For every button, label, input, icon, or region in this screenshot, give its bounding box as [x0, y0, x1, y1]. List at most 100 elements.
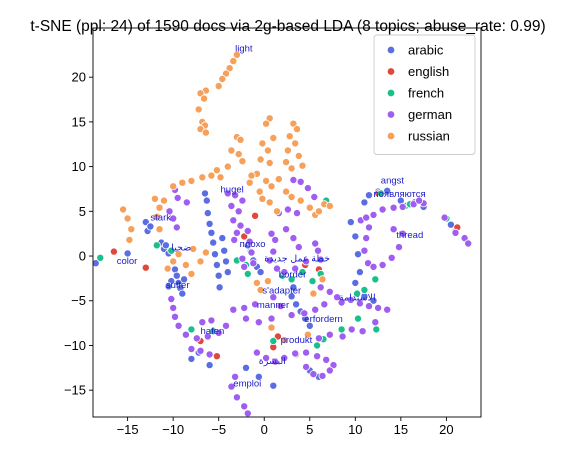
data-point-russian — [227, 146, 236, 155]
annotation-label: خطة عمل جديدة — [264, 253, 330, 264]
data-point-russian — [303, 330, 312, 339]
data-point-german — [241, 314, 250, 323]
data-point-german — [460, 234, 469, 243]
data-point-russian — [189, 244, 198, 253]
data-point-german — [214, 328, 223, 337]
data-point-russian — [262, 119, 271, 128]
data-point-russian — [169, 257, 178, 266]
data-point-german — [325, 330, 334, 339]
data-point-russian — [283, 146, 292, 155]
data-point-french — [353, 314, 362, 323]
data-point-german — [207, 316, 216, 325]
y-tick-label: 15 — [72, 114, 86, 129]
data-point-german — [165, 207, 174, 216]
data-point-russian — [218, 75, 227, 84]
data-point-russian — [187, 269, 196, 278]
data-point-german — [362, 213, 371, 222]
data-point-russian — [123, 214, 132, 223]
data-point-german — [316, 283, 325, 292]
data-point-arabic — [287, 292, 296, 301]
data-point-arabic — [218, 234, 227, 243]
data-point-german — [364, 259, 373, 268]
data-point-russian — [225, 64, 234, 73]
data-point-arabic — [172, 271, 181, 280]
data-point-russian — [262, 176, 271, 185]
data-point-russian — [263, 277, 272, 286]
x-tick-label: −5 — [211, 422, 226, 437]
data-point-german — [313, 246, 322, 255]
data-point-russian — [214, 82, 223, 91]
data-point-german — [314, 334, 323, 343]
data-point-russian — [181, 260, 190, 269]
y-tick-label: 10 — [72, 159, 86, 174]
data-point-german — [310, 192, 319, 201]
data-point-german — [173, 193, 182, 202]
data-point-french — [96, 253, 105, 262]
data-point-german — [464, 239, 473, 248]
data-point-german — [409, 200, 418, 209]
data-point-french — [298, 268, 307, 277]
data-point-russian — [267, 182, 276, 191]
data-point-russian — [174, 250, 183, 259]
annotation-label: emploi — [233, 379, 261, 390]
data-point-german — [231, 191, 240, 200]
data-point-french — [360, 285, 369, 294]
annotation-label: البشرة — [259, 356, 286, 367]
x-tick-label: 20 — [439, 422, 453, 437]
data-point-arabic — [346, 218, 355, 227]
data-point-german — [223, 189, 232, 198]
data-point-russian — [127, 225, 136, 234]
data-point-arabic — [202, 196, 211, 205]
data-point-german — [172, 223, 181, 232]
series-german — [165, 175, 473, 418]
data-point-german — [292, 209, 301, 218]
data-point-arabic — [353, 250, 362, 259]
data-point-russian — [169, 182, 178, 191]
data-point-french — [152, 241, 161, 250]
data-point-german — [205, 350, 214, 359]
data-point-german — [269, 247, 278, 256]
data-point-russian — [187, 176, 196, 185]
data-point-german — [240, 303, 249, 312]
data-point-russian — [265, 114, 274, 123]
data-point-russian — [232, 50, 241, 59]
data-point-german — [337, 298, 346, 307]
data-point-french — [243, 269, 252, 278]
data-point-french — [187, 325, 196, 334]
legend: arabic english french german russian — [373, 34, 476, 155]
data-point-german — [347, 325, 356, 334]
data-point-arabic — [210, 250, 219, 259]
data-point-russian — [285, 132, 294, 141]
data-point-german — [322, 355, 331, 364]
data-point-russian — [256, 285, 265, 294]
data-point-russian — [291, 139, 300, 148]
annotation-label: erfordern — [304, 314, 343, 325]
data-point-german — [362, 234, 371, 243]
legend-label-english: english — [408, 64, 449, 79]
data-point-russian — [238, 157, 247, 166]
data-point-german — [303, 184, 312, 193]
legend-label-arabic: arabic — [408, 43, 444, 58]
data-point-german — [358, 327, 367, 336]
y-tick-label: −5 — [71, 293, 86, 308]
data-point-arabic — [360, 198, 369, 207]
data-point-arabic — [351, 278, 360, 287]
data-point-arabic — [221, 257, 230, 266]
series-russian — [119, 50, 334, 345]
data-point-russian — [155, 225, 164, 234]
data-point-arabic — [254, 372, 263, 381]
data-point-german — [243, 226, 252, 235]
data-point-russian — [263, 146, 272, 155]
data-point-german — [232, 228, 241, 237]
data-point-german — [276, 302, 285, 311]
data-point-arabic — [91, 259, 100, 268]
data-point-russian — [194, 105, 203, 114]
data-point-german — [269, 293, 278, 302]
data-point-russian — [274, 175, 283, 184]
annotations-layer: light angst появляются hugel stark thread плох… — [117, 43, 426, 389]
data-point-english — [109, 247, 118, 256]
data-point-german — [389, 225, 398, 234]
data-point-german — [320, 300, 329, 309]
data-point-german — [182, 198, 191, 207]
